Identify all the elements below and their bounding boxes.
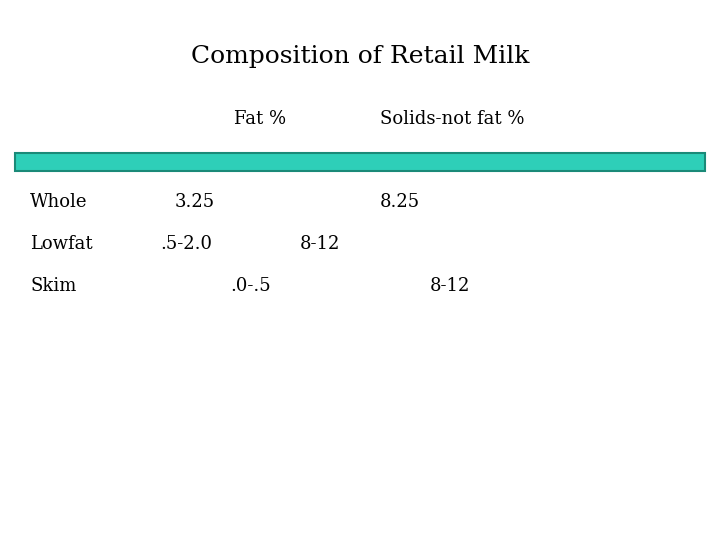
Text: Solids-not fat %: Solids-not fat % <box>380 110 524 128</box>
Text: Composition of Retail Milk: Composition of Retail Milk <box>191 45 529 68</box>
Text: .5-2.0: .5-2.0 <box>160 235 212 253</box>
Text: Fat %: Fat % <box>234 110 286 128</box>
Text: 8-12: 8-12 <box>300 235 341 253</box>
Text: Lowfat: Lowfat <box>30 235 93 253</box>
Text: .0-.5: .0-.5 <box>230 277 271 295</box>
Text: 3.25: 3.25 <box>175 193 215 211</box>
Text: Whole: Whole <box>30 193 88 211</box>
Text: Skim: Skim <box>30 277 76 295</box>
Text: 8-12: 8-12 <box>430 277 470 295</box>
Text: 8.25: 8.25 <box>380 193 420 211</box>
Bar <box>15 153 705 171</box>
